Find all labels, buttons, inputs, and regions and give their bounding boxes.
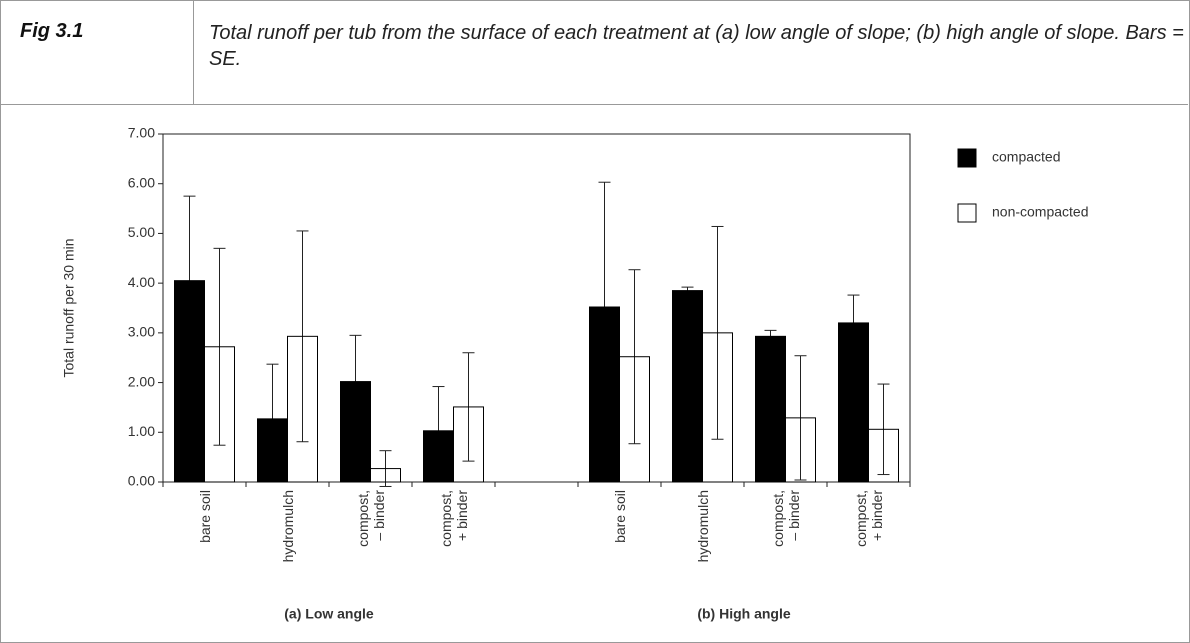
y-tick-label: 2.00 (128, 373, 155, 389)
bar (589, 306, 620, 483)
y-tick-label: 7.00 (128, 125, 155, 141)
bar (755, 335, 786, 483)
y-tick-label: 0.00 (128, 473, 155, 489)
y-axis-label: Total runoff per 30 min (61, 238, 77, 377)
bar (785, 417, 816, 483)
bar (453, 406, 484, 483)
group-label: (b) High angle (697, 606, 791, 622)
bar (287, 335, 318, 483)
legend-label: compacted (992, 149, 1060, 165)
y-tick-label: 3.00 (128, 324, 155, 340)
bar (204, 346, 235, 483)
x-tick-label: bare soil (611, 490, 628, 543)
bar (838, 322, 869, 483)
bar (370, 468, 401, 483)
bar (619, 356, 650, 483)
plot-area (162, 133, 911, 483)
figure-caption: Total runoff per tub from the surface of… (209, 22, 1184, 70)
x-tick-label: bare soil (196, 490, 213, 543)
x-tick-label: compost, – binder (354, 490, 387, 547)
x-tick-label: hydromulch (279, 490, 296, 563)
header: Fig 3.1 Total runoff per tub from the su… (0, 0, 1188, 105)
bar (340, 381, 371, 483)
x-tick-label: compost, + binder (852, 490, 885, 547)
bar (174, 280, 205, 483)
x-tick-label: compost, + binder (437, 490, 470, 547)
figure-label: Fig 3.1 (0, 0, 194, 104)
y-tick-label: 6.00 (128, 174, 155, 190)
bar (423, 430, 454, 483)
x-tick-label: compost, – binder (769, 490, 802, 547)
legend-swatch (957, 148, 977, 168)
x-tick-label: hydromulch (694, 490, 711, 563)
y-tick-label: 4.00 (128, 274, 155, 290)
legend-label: non-compacted (992, 204, 1089, 220)
bar (868, 428, 899, 483)
legend-swatch (957, 203, 977, 223)
y-tick-label: 1.00 (128, 423, 155, 439)
bar (702, 332, 733, 483)
y-tick-label: 5.00 (128, 224, 155, 240)
bar (257, 418, 288, 483)
bar (672, 290, 703, 483)
group-label: (a) Low angle (284, 606, 374, 622)
